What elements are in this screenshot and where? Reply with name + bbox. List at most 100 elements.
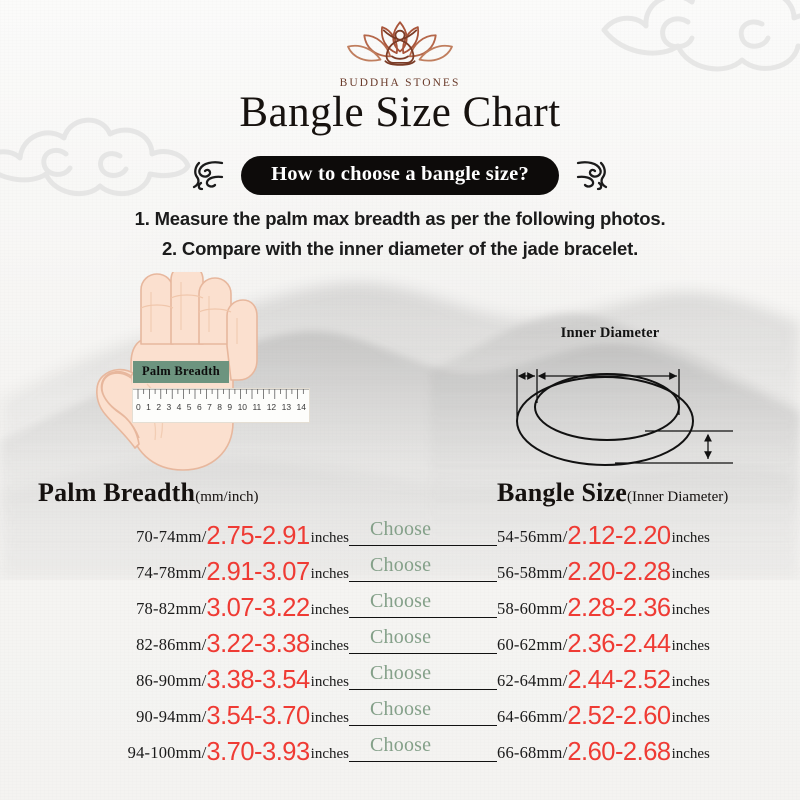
bangle-size-inches: 2.20-2.28 bbox=[567, 558, 671, 586]
table-row: 94-100mm/3.70-3.93 inches Choose 66-68mm/2.… bbox=[0, 734, 800, 772]
ruler-number: 6 bbox=[196, 402, 202, 412]
ruler-number: 9 bbox=[227, 402, 233, 412]
palm-breadth-mm: 90-94mm bbox=[136, 707, 202, 726]
bangle-size-unit-note: (Inner Diameter) bbox=[627, 489, 729, 505]
bangle-size-mm: 64-66mm bbox=[497, 707, 563, 726]
unit-label: inches bbox=[310, 710, 349, 726]
separator-slash: / bbox=[562, 563, 568, 582]
instruction-step-1: 1. Measure the palm max breadth as per t… bbox=[134, 208, 666, 229]
cloud-swirl-flourish-icon bbox=[576, 161, 608, 191]
bangle-size-mm: 62-64mm bbox=[497, 671, 563, 690]
bangle-size-mm: 54-56mm bbox=[497, 527, 563, 546]
ruler-number: 5 bbox=[186, 402, 192, 412]
separator-slash: / bbox=[201, 707, 207, 726]
instruction-step-2: 2. Compare with the inner diameter of th… bbox=[161, 238, 639, 259]
palm-breadth-cell: 78-82mm/3.07-3.22 inches bbox=[136, 592, 349, 622]
connector-rule bbox=[349, 581, 497, 582]
bangle-size-inches: 2.36-2.44 bbox=[567, 630, 671, 658]
choose-label[interactable]: Choose bbox=[370, 662, 432, 684]
palm-breadth-cell: 90-94mm/3.54-3.70 inches bbox=[136, 700, 349, 730]
ruler-number: 11 bbox=[252, 402, 262, 412]
ruler-number: 1 bbox=[146, 402, 151, 412]
ruler-number: 0 bbox=[136, 402, 141, 412]
connector-rule bbox=[349, 653, 497, 654]
separator-slash: / bbox=[562, 527, 568, 546]
how-to-choose-badge: How to choose a bangle size? bbox=[241, 155, 559, 195]
connector-rule bbox=[349, 761, 497, 762]
choose-label[interactable]: Choose bbox=[370, 734, 432, 756]
unit-label: inches bbox=[310, 674, 349, 690]
size-table: 70-74mm/2.75-2.91 inches Choose 54-56mm/2.1… bbox=[0, 518, 800, 772]
page-title: Bangle Size Chart bbox=[239, 89, 561, 136]
ruler-icon: 0 1 2 3 4 5 6 7 8 9 10 11 12 13 14 bbox=[132, 388, 310, 423]
inner-diameter-label: Inner Diameter bbox=[560, 325, 660, 341]
separator-slash: / bbox=[562, 671, 568, 690]
table-row: 86-90mm/3.38-3.54 inches Choose 62-64mm/2.4… bbox=[0, 662, 800, 700]
unit-label: inches bbox=[671, 710, 710, 726]
separator-slash: / bbox=[562, 743, 568, 762]
ruler-number: 13 bbox=[281, 402, 292, 412]
palm-breadth-mm: 82-86mm bbox=[136, 635, 202, 654]
palm-breadth-title: Palm Breadth bbox=[38, 478, 196, 507]
bangle-size-mm: 60-62mm bbox=[497, 635, 563, 654]
choose-label[interactable]: Choose bbox=[370, 626, 432, 648]
palm-breadth-cell: 82-86mm/3.22-3.38 inches bbox=[136, 628, 349, 658]
palm-breadth-mm: 94-100mm bbox=[127, 743, 202, 762]
unit-label: inches bbox=[310, 746, 349, 762]
separator-slash: / bbox=[201, 671, 207, 690]
badge-row: How to choose a bangle size? bbox=[0, 155, 800, 195]
bangle-size-cell: 62-64mm/2.44-2.52 inches bbox=[497, 664, 710, 694]
palm-breadth-cell: 74-78mm/2.91-3.07 inches bbox=[136, 556, 349, 586]
bangle-size-cell: 64-66mm/2.52-2.60 inches bbox=[497, 700, 710, 730]
palm-breadth-unit-note: (mm/inch) bbox=[195, 489, 259, 505]
choose-label[interactable]: Choose bbox=[370, 554, 432, 576]
palm-breadth-cell: 94-100mm/3.70-3.93 inches bbox=[127, 736, 349, 766]
bangle-size-mm: 66-68mm bbox=[497, 743, 563, 762]
bangle-size-inches: 2.52-2.60 bbox=[567, 702, 671, 730]
bangle-size-title: Bangle Size bbox=[497, 478, 628, 507]
unit-label: inches bbox=[310, 566, 349, 582]
unit-label: inches bbox=[671, 674, 710, 690]
ruler-number: 2 bbox=[156, 402, 162, 412]
separator-slash: / bbox=[562, 635, 568, 654]
palm-breadth-cell: 70-74mm/2.75-2.91 inches bbox=[136, 520, 349, 550]
palm-breadth-inches: 2.91-3.07 bbox=[206, 558, 310, 586]
bangle-size-cell: 54-56mm/2.12-2.20 inches bbox=[497, 520, 710, 550]
separator-slash: / bbox=[201, 743, 207, 762]
ruler-numbers: 0 1 2 3 4 5 6 7 8 9 10 11 12 13 14 bbox=[133, 402, 309, 412]
palm-breadth-mm: 86-90mm bbox=[136, 671, 202, 690]
instruction-steps: 1. Measure the palm max breadth as per t… bbox=[0, 204, 800, 264]
choose-label[interactable]: Choose bbox=[370, 698, 432, 720]
bangle-size-inches: 2.44-2.52 bbox=[567, 666, 671, 694]
palm-breadth-column-header: Palm Breadth(mm/inch) bbox=[38, 478, 259, 508]
unit-label: inches bbox=[671, 746, 710, 762]
unit-label: inches bbox=[310, 602, 349, 618]
connector-rule bbox=[349, 545, 497, 546]
ruler-number: 12 bbox=[266, 402, 277, 412]
palm-breadth-mm: 70-74mm bbox=[136, 527, 202, 546]
connector-rule bbox=[349, 725, 497, 726]
separator-slash: / bbox=[562, 707, 568, 726]
choose-label[interactable]: Choose bbox=[370, 590, 432, 612]
inner-diameter-illustration: Inner Diameter bbox=[495, 325, 755, 475]
unit-label: inches bbox=[671, 530, 710, 546]
palm-breadth-inches: 2.75-2.91 bbox=[206, 522, 310, 550]
brand-name: BUDDHA STONES bbox=[339, 77, 461, 89]
bangle-size-cell: 60-62mm/2.36-2.44 inches bbox=[497, 628, 710, 658]
bangle-size-mm: 58-60mm bbox=[497, 599, 563, 618]
bangle-size-cell: 66-68mm/2.60-2.68 inches bbox=[497, 736, 710, 766]
choose-label[interactable]: Choose bbox=[370, 518, 432, 540]
table-row: 78-82mm/3.07-3.22 inches Choose 58-60mm/2.2… bbox=[0, 590, 800, 628]
unit-label: inches bbox=[671, 602, 710, 618]
ruler-number: 8 bbox=[217, 402, 222, 412]
palm-breadth-inches: 3.38-3.54 bbox=[206, 666, 310, 694]
palm-breadth-inches: 3.54-3.70 bbox=[206, 702, 310, 730]
separator-slash: / bbox=[201, 599, 207, 618]
separator-slash: / bbox=[201, 527, 207, 546]
bangle-size-cell: 58-60mm/2.28-2.36 inches bbox=[497, 592, 710, 622]
lotus-meditation-icon bbox=[347, 21, 453, 66]
cloud-swirl-flourish-icon bbox=[192, 161, 224, 191]
palm-breadth-cell: 86-90mm/3.38-3.54 inches bbox=[136, 664, 349, 694]
ruler-number: 4 bbox=[176, 402, 182, 412]
